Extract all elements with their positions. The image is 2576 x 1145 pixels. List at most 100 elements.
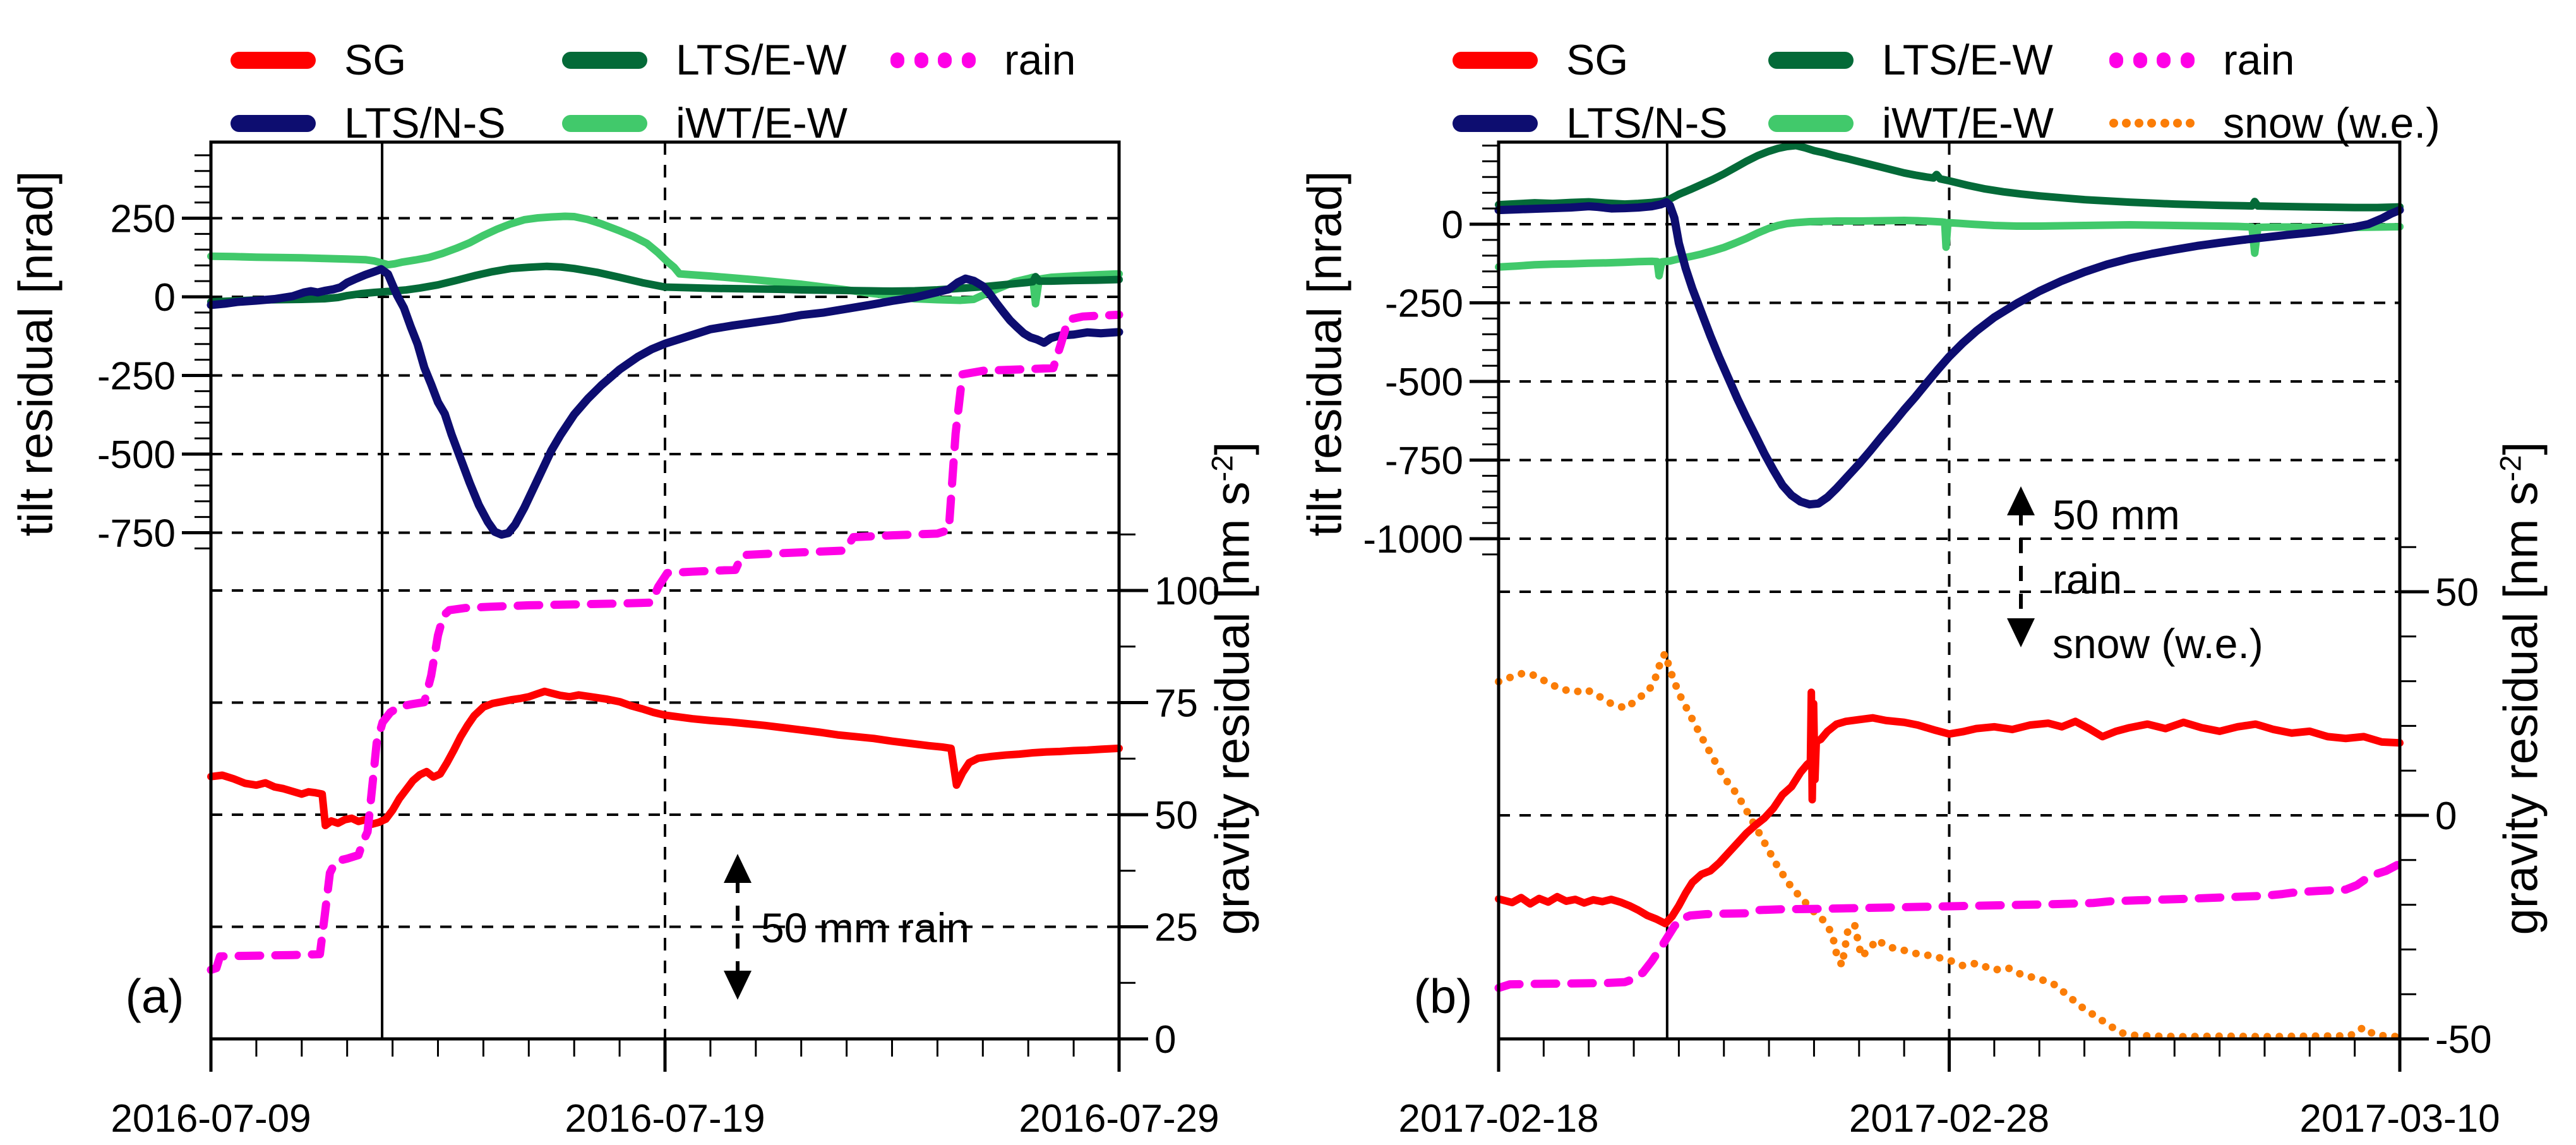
- legend-item-rain: rain: [2109, 35, 2294, 85]
- panel-b: 2017-02-18 2017-02-28 2017-03-100-250-500-…: [1363, 140, 2500, 1141]
- tilt-tick-label: -750: [1385, 440, 1463, 483]
- legend-swatch-rain-icon: [2109, 52, 2195, 69]
- legend-swatch-iwt_ew-icon: [1768, 114, 1854, 132]
- legend-dot-icon: [2160, 119, 2169, 128]
- gravity-tick-label: -50: [2435, 1018, 2492, 1062]
- legend-dash-icon: [2133, 52, 2147, 68]
- annotation-arrowhead-up: [2007, 486, 2035, 515]
- tilt-tick-label: 250: [111, 198, 176, 241]
- legend-item-sg: SG: [231, 35, 406, 85]
- x-tick-label: 2017-02-28: [1849, 1097, 2049, 1141]
- panel-a: 2016-07-09 2016-07-19 2016-07-292500-250-5…: [97, 140, 1219, 1141]
- legend-item-iwt_ew: iWT/E-W: [562, 98, 848, 148]
- series-lts_ns-b: [1494, 198, 2404, 509]
- legend-label-iwt_ew: iWT/E-W: [1882, 99, 2054, 147]
- series-sg-b: [1495, 688, 2404, 928]
- tilt-tick-label: -500: [1385, 361, 1463, 404]
- legend-swatch-lts_ns-icon: [231, 114, 316, 132]
- legend-dash-icon: [938, 52, 952, 68]
- gravity-title-bracket: ]: [1206, 441, 1260, 455]
- legend-dash-icon: [890, 52, 904, 68]
- gravity-tick-label: 100: [1154, 570, 1219, 613]
- legend-item-lts_ns: LTS/N-S: [231, 98, 506, 148]
- legend-swatch-sg-icon: [231, 51, 316, 69]
- tilt-tick-label: -250: [97, 355, 176, 399]
- x-tick-label: 2016-07-09: [111, 1097, 311, 1141]
- y-axis-title-gravity-b: gravity residual [nm s-2]: [2494, 441, 2549, 935]
- gravity-title-bracket: ]: [2494, 441, 2548, 455]
- gravity-title-superscript: -2: [1205, 455, 1239, 482]
- gravity-title-text: gravity residual [nm s: [2494, 481, 2548, 935]
- annotation-text: 50 mm rain: [761, 904, 969, 951]
- series-rain-a: [207, 310, 1123, 974]
- legend-swatch-lts_ew-icon: [562, 51, 647, 69]
- annotation-text: 50 mm: [2052, 491, 2180, 538]
- legend-dash-icon: [961, 52, 976, 68]
- legend-item-iwt_ew: iWT/E-W: [1768, 98, 2054, 148]
- legend-line-icon: [1768, 114, 1854, 132]
- gravity-tick-label: 75: [1154, 682, 1198, 726]
- legend-line-icon: [562, 51, 647, 69]
- gravity-title-superscript: -2: [2493, 455, 2527, 482]
- legend-label-lts_ns: LTS/N-S: [1566, 99, 1728, 147]
- x-tick-label: 2017-03-10: [2299, 1097, 2500, 1141]
- gravity-tick-label: 0: [2435, 794, 2457, 838]
- annotation-arrowhead-down: [724, 971, 752, 1000]
- x-tick-label: 2016-07-29: [1019, 1097, 1219, 1141]
- gravity-tick-label: 0: [1154, 1018, 1176, 1062]
- annotation-arrowhead-up: [724, 854, 752, 883]
- legend-swatch-sg-icon: [1453, 51, 1538, 69]
- gravity-title-text: gravity residual [nm s: [1206, 481, 1260, 935]
- legend-label-sg: SG: [1566, 36, 1629, 84]
- legend-item-lts_ns: LTS/N-S: [1453, 98, 1728, 148]
- legend-label-lts_ew: LTS/E-W: [676, 36, 847, 84]
- legend-swatch-rain-icon: [890, 52, 976, 69]
- panel-label-b: (b): [1413, 969, 1473, 1024]
- series-rain-b: [1494, 859, 2404, 992]
- annotation-arrowhead-down: [2007, 618, 2035, 647]
- series-iwt_ew-b: [1495, 217, 2404, 280]
- tilt-tick-label: -500: [97, 433, 176, 477]
- legend-label-snow: snow (w.e.): [2223, 99, 2440, 147]
- legend-line-icon: [231, 114, 316, 132]
- tilt-tick-label: -250: [1385, 282, 1463, 326]
- legend-swatch-snow-icon: [2109, 115, 2195, 132]
- legend-dot-icon: [2109, 119, 2118, 128]
- legend-dot-icon: [2135, 119, 2144, 128]
- gravity-tick-label: 50: [2435, 571, 2479, 614]
- legend-dot-icon: [2122, 119, 2131, 128]
- y-axis-title-tilt-a: tilt residual [nrad]: [9, 171, 63, 537]
- legend-dash-icon: [2109, 52, 2123, 68]
- legend-item-lts_ew: LTS/E-W: [562, 35, 847, 85]
- y-axis-title-gravity-a: gravity residual [nm s-2]: [1206, 441, 1261, 935]
- legend-swatch-lts_ns-icon: [1453, 114, 1538, 132]
- panel-label-a: (a): [125, 969, 184, 1024]
- legend-swatch-lts_ew-icon: [1768, 51, 1854, 69]
- series-snow-b: [1495, 649, 2404, 1041]
- legend-dash-icon: [2157, 52, 2171, 68]
- legend-line-icon: [562, 114, 647, 132]
- legend-label-lts_ns: LTS/N-S: [344, 99, 506, 147]
- legend-line-icon: [1453, 114, 1538, 132]
- legend-item-snow: snow (w.e.): [2109, 98, 2440, 148]
- legend-swatch-iwt_ew-icon: [562, 114, 647, 132]
- legend-item-lts_ew: LTS/E-W: [1768, 35, 2053, 85]
- tilt-tick-label: 0: [154, 276, 176, 320]
- legend-label-iwt_ew: iWT/E-W: [676, 99, 848, 147]
- x-tick-label: 2017-02-18: [1398, 1097, 1598, 1141]
- legend-item-sg: SG: [1453, 35, 1628, 85]
- legend-label-rain: rain: [2223, 36, 2295, 84]
- legend-line-icon: [1453, 51, 1538, 69]
- gravity-tick-label: 25: [1154, 906, 1198, 950]
- legend-item-rain: rain: [890, 35, 1075, 85]
- legend-dot-icon: [2172, 119, 2182, 128]
- annotation-text: snow (w.e.): [2052, 620, 2263, 667]
- legend-line-icon: [231, 51, 316, 69]
- tilt-tick-label: 0: [1442, 203, 1463, 247]
- tilt-tick-label: -750: [97, 512, 176, 556]
- x-tick-label: 2016-07-19: [565, 1097, 765, 1141]
- legend-label-lts_ew: LTS/E-W: [1882, 36, 2053, 84]
- legend-dash-icon: [914, 52, 928, 68]
- legend-dot-icon: [2147, 119, 2157, 128]
